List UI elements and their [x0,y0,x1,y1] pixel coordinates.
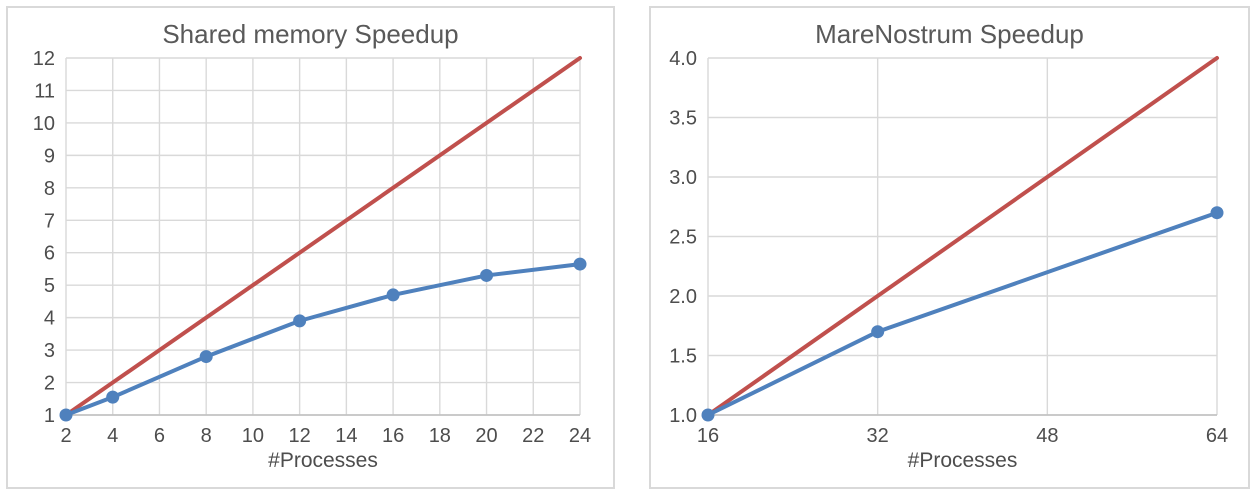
y-tick-label: 4 [44,308,55,330]
y-tick-label: 2.5 [669,227,697,249]
x-tick-label: 2 [60,425,71,447]
series-line-ideal-linear-speedup [706,56,1219,417]
y-tick-label: 2.0 [669,286,697,308]
y-tick-label: 6 [44,243,55,265]
chart-title: Shared memory Speedup [162,19,459,49]
x-tick-label: 32 [867,425,889,447]
series-line-measured-speedup [706,210,1219,417]
y-tick-label: 1 [44,405,55,427]
data-point-marker [199,350,213,364]
x-tick-label: 22 [522,425,544,447]
x-tick-label: 64 [1206,425,1228,447]
series-line-measured-speedup [64,262,582,417]
data-point-marker [701,408,715,422]
y-tick-label: 9 [44,145,55,167]
data-point-marker [573,257,587,271]
chart-panel-shared-memory: Shared memory Speedup 1 2 3 4 5 6 7 8 9 10 11 12 2 4 6… [6,6,615,489]
data-point-marker [386,288,400,302]
y-tick-label: 4.0 [669,48,697,70]
y-tick-label: 2 [44,373,55,395]
series-line-ideal-linear-speedup [64,56,582,417]
y-tick-label: 5 [44,275,55,297]
x-axis-title: #Processes [907,449,1018,472]
y-tick-label: 8 [44,178,55,200]
x-tick-label: 16 [697,425,719,447]
y-tick-label: 10 [33,113,55,135]
x-tick-label: 4 [107,425,118,447]
y-tick-label: 12 [33,48,55,70]
data-point-marker [871,325,885,339]
y-tick-label: 1.5 [669,346,697,368]
x-tick-label: 14 [335,425,357,447]
y-tick-label: 3.5 [669,108,697,130]
chart-plot-area: 1.0 1.5 2.0 2.5 3.0 3.5 4.0 16 32 48 64 [669,48,1228,447]
x-tick-label: 12 [289,425,311,447]
data-point-marker [59,408,73,422]
x-tick-label: 10 [242,425,264,447]
x-tick-label: 16 [382,425,404,447]
y-tick-label: 3 [44,340,55,362]
x-tick-label: 6 [154,425,165,447]
x-tick-label: 8 [201,425,212,447]
data-point-marker [480,268,494,282]
data-point-marker [1210,206,1224,220]
y-tick-label: 11 [34,80,55,102]
y-tick-label: 3.0 [669,167,697,189]
x-tick-label: 48 [1036,425,1058,447]
x-axis-title: #Processes [268,449,378,472]
x-tick-label: 18 [429,425,451,447]
data-point-marker [106,390,120,404]
chart-panel-marenostrum: MareNostrum Speedup 1.0 1.5 2.0 2.5 3.0 3.5 4.… [649,6,1250,489]
chart-title: MareNostrum Speedup [815,19,1084,49]
x-tick-label: 20 [475,425,497,447]
y-tick-label: 7 [44,210,55,232]
y-tick-label: 1.0 [669,405,697,427]
x-tick-label: 24 [569,425,591,447]
data-point-marker [293,314,307,328]
